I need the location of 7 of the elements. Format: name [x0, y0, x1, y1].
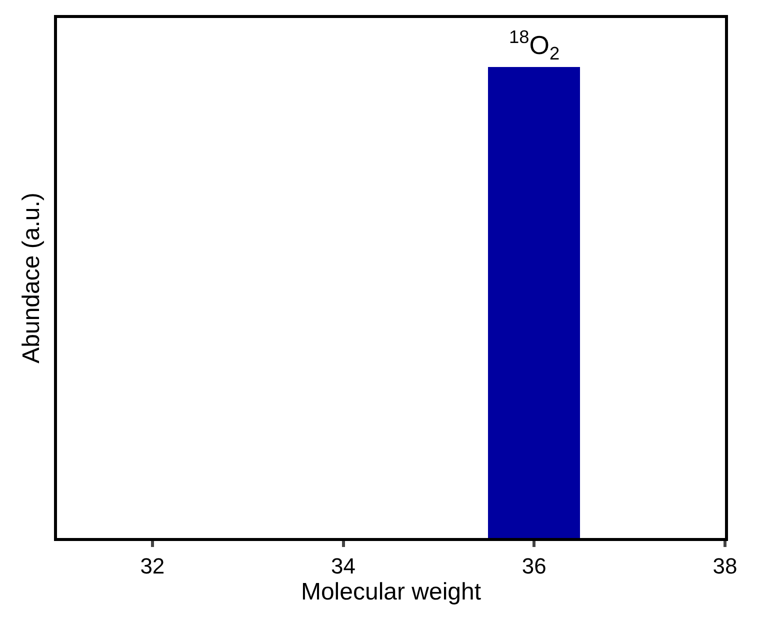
- x-tick-label: 32: [140, 553, 165, 578]
- x-tick-label: 36: [522, 553, 546, 578]
- annotation: $^{18}$O$_{2}$: [509, 27, 560, 64]
- x-tick-label: 38: [712, 553, 738, 578]
- x-tick-label: 34: [331, 553, 356, 578]
- x-axis-title: Molecular weight: [300, 578, 482, 606]
- y-axis-title: Abundace (a.u.): [18, 192, 46, 364]
